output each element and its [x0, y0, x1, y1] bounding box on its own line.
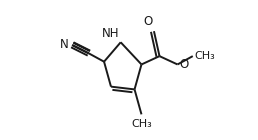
Text: NH: NH [102, 27, 119, 40]
Text: O: O [179, 58, 188, 71]
Text: CH₃: CH₃ [194, 51, 215, 61]
Text: N: N [60, 38, 69, 51]
Text: O: O [143, 15, 152, 28]
Text: CH₃: CH₃ [131, 119, 152, 129]
